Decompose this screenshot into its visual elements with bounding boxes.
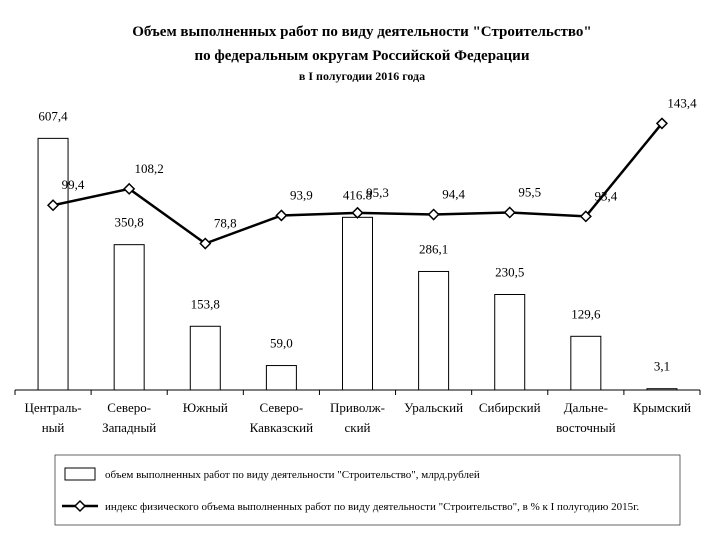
line-value-label: 93,4 [594,188,617,203]
legend-label: объем выполненных работ по виду деятельн… [105,469,480,481]
x-tick-label-line: Крымский [633,400,691,415]
line-marker [655,117,669,130]
x-tick-label-line: Северо- [107,400,151,415]
x-tick-label: Северо- Западный [102,400,156,435]
bar-value-label: 607,4 [38,108,68,123]
line-marker [199,237,212,250]
chart-title: Объем выполненных работ по виду деятельн… [132,24,591,40]
line-value-label: 94,4 [442,187,465,202]
bar [37,137,69,391]
x-tick-label-line: Сибирский [479,400,541,415]
bar-value-label: 350,8 [115,215,144,230]
line-marker [351,206,364,219]
line-marker [503,206,516,219]
bar [570,335,602,391]
line-value-label: 93,9 [290,187,313,202]
x-tick-label-line: Западный [102,420,156,435]
line-marker [275,209,288,222]
bar [646,388,678,391]
line-marker [123,182,136,195]
line-marker [46,199,60,212]
x-tick-label-line: восточный [556,420,616,435]
bar-value-label: 286,1 [419,241,448,256]
legend-label: индекс физического объема выполненных ра… [105,501,639,513]
x-tick-label-line: Приволж- [330,400,385,415]
line-value-label: 95,5 [518,184,541,199]
bar [342,216,373,391]
line-marker [579,210,592,223]
x-tick-label-line: Кавказский [250,420,313,435]
x-tick-label-line: Уральский [404,400,463,415]
bar-value-label: 59,0 [270,336,293,351]
bar [494,294,526,391]
line-marker [427,208,440,221]
x-tick-label: Уральский [404,400,463,415]
x-tick-label-line: Дальне- [564,400,608,415]
x-tick-label: Северо- Кавказский [250,400,313,435]
bar [265,365,297,391]
x-tick-label-line: Южный [183,400,228,415]
x-tick-label: Южный [183,400,228,415]
line-value-label: 95,3 [366,185,389,200]
x-tick-label: Централь-ный [25,400,82,435]
x-tick-label-line: ный [42,420,65,435]
x-tick-label-line: Северо- [260,400,304,415]
bar-value-label: 3,1 [654,359,670,374]
bar-value-label: 153,8 [191,296,220,311]
x-tick-label: Крымский [633,400,691,415]
chart-title: по федеральным округам Российской Федера… [195,48,530,64]
legend-swatch [64,467,96,481]
x-tick-label-line: ский [345,420,371,435]
bar-value-label: 230,5 [495,265,524,280]
x-tick-label: Сибирский [479,400,541,415]
line-value-label: 108,2 [135,161,164,176]
legend-marker [73,499,87,513]
bar-value-label: 129,6 [571,306,601,321]
line-value-label: 143,4 [667,95,697,110]
chart-subtitle: в I полугодии 2016 года [299,69,425,83]
legend-frame [54,454,681,526]
bar [189,325,221,391]
x-tick-label: Приволж-ский [330,400,385,435]
line-value-label: 99,4 [62,177,85,192]
bar [113,244,145,391]
x-tick-label-line: Централь- [25,400,82,415]
line-value-label: 78,8 [214,216,237,231]
bar-value-label: 416.8 [343,187,372,202]
bar [418,270,450,391]
x-tick-label: Дальне-восточный [556,400,616,435]
